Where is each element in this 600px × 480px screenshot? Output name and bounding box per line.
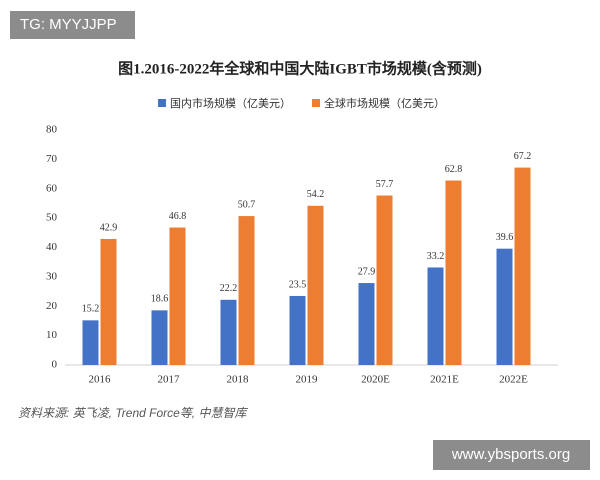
watermark-box — [10, 11, 135, 39]
data-label: 50.7 — [238, 199, 256, 210]
data-label: 22.2 — [220, 283, 238, 294]
bar — [514, 167, 531, 365]
bar — [307, 205, 324, 365]
watermark-box — [433, 440, 590, 470]
y-tick-label: 0 — [52, 359, 58, 371]
x-tick-label: 2018 — [227, 374, 250, 386]
legend-label: 国内市场规模（亿美元） — [170, 96, 291, 110]
data-label: 67.2 — [514, 151, 532, 162]
data-label: 27.9 — [358, 266, 376, 277]
x-tick-label: 2022E — [499, 374, 528, 386]
y-tick-label: 10 — [46, 329, 58, 341]
bar — [100, 238, 117, 365]
bar — [427, 267, 444, 365]
bar — [220, 299, 237, 365]
y-tick-label: 80 — [46, 124, 58, 136]
bar — [238, 216, 255, 365]
data-label: 54.2 — [307, 189, 325, 200]
data-label: 62.8 — [445, 164, 463, 175]
data-label: 42.9 — [100, 222, 118, 233]
x-tick-label: 2020E — [361, 374, 390, 386]
bar — [445, 180, 462, 365]
y-tick-label: 30 — [46, 270, 58, 282]
bar — [496, 248, 513, 365]
legend-swatch — [312, 99, 320, 107]
data-label: 33.2 — [427, 251, 445, 262]
y-tick-label: 20 — [46, 300, 58, 312]
data-label: 39.6 — [496, 232, 514, 243]
y-tick-label: 40 — [46, 241, 58, 253]
legend-label: 全球市场规模（亿美元） — [324, 96, 445, 110]
data-label: 18.6 — [151, 294, 169, 305]
watermark: TG: MYYJJPP — [20, 16, 117, 33]
x-tick-label: 2016 — [89, 374, 112, 386]
data-label: 15.2 — [82, 304, 100, 315]
x-tick-label: 2019 — [296, 374, 319, 386]
bar — [82, 320, 99, 365]
data-label: 46.8 — [169, 211, 187, 222]
data-label: 23.5 — [289, 279, 307, 290]
data-label: 57.7 — [376, 179, 394, 190]
bar — [151, 310, 168, 365]
source-note: 资料来源: 英飞凌, Trend Force等, 中慧智库 — [18, 406, 248, 420]
bar — [376, 195, 393, 365]
bar — [169, 227, 186, 365]
bar — [358, 283, 375, 365]
x-tick-label: 2021E — [430, 374, 459, 386]
chart-title: 图1.2016-2022年全球和中国大陆IGBT市场规模(含预测) — [118, 59, 482, 77]
legend-swatch — [158, 99, 166, 107]
y-tick-label: 70 — [46, 153, 58, 165]
bar — [289, 295, 306, 365]
y-tick-label: 50 — [46, 212, 58, 224]
y-tick-label: 60 — [46, 182, 58, 194]
watermark: www.ybsports.org — [451, 446, 570, 463]
x-tick-label: 2017 — [158, 374, 181, 386]
